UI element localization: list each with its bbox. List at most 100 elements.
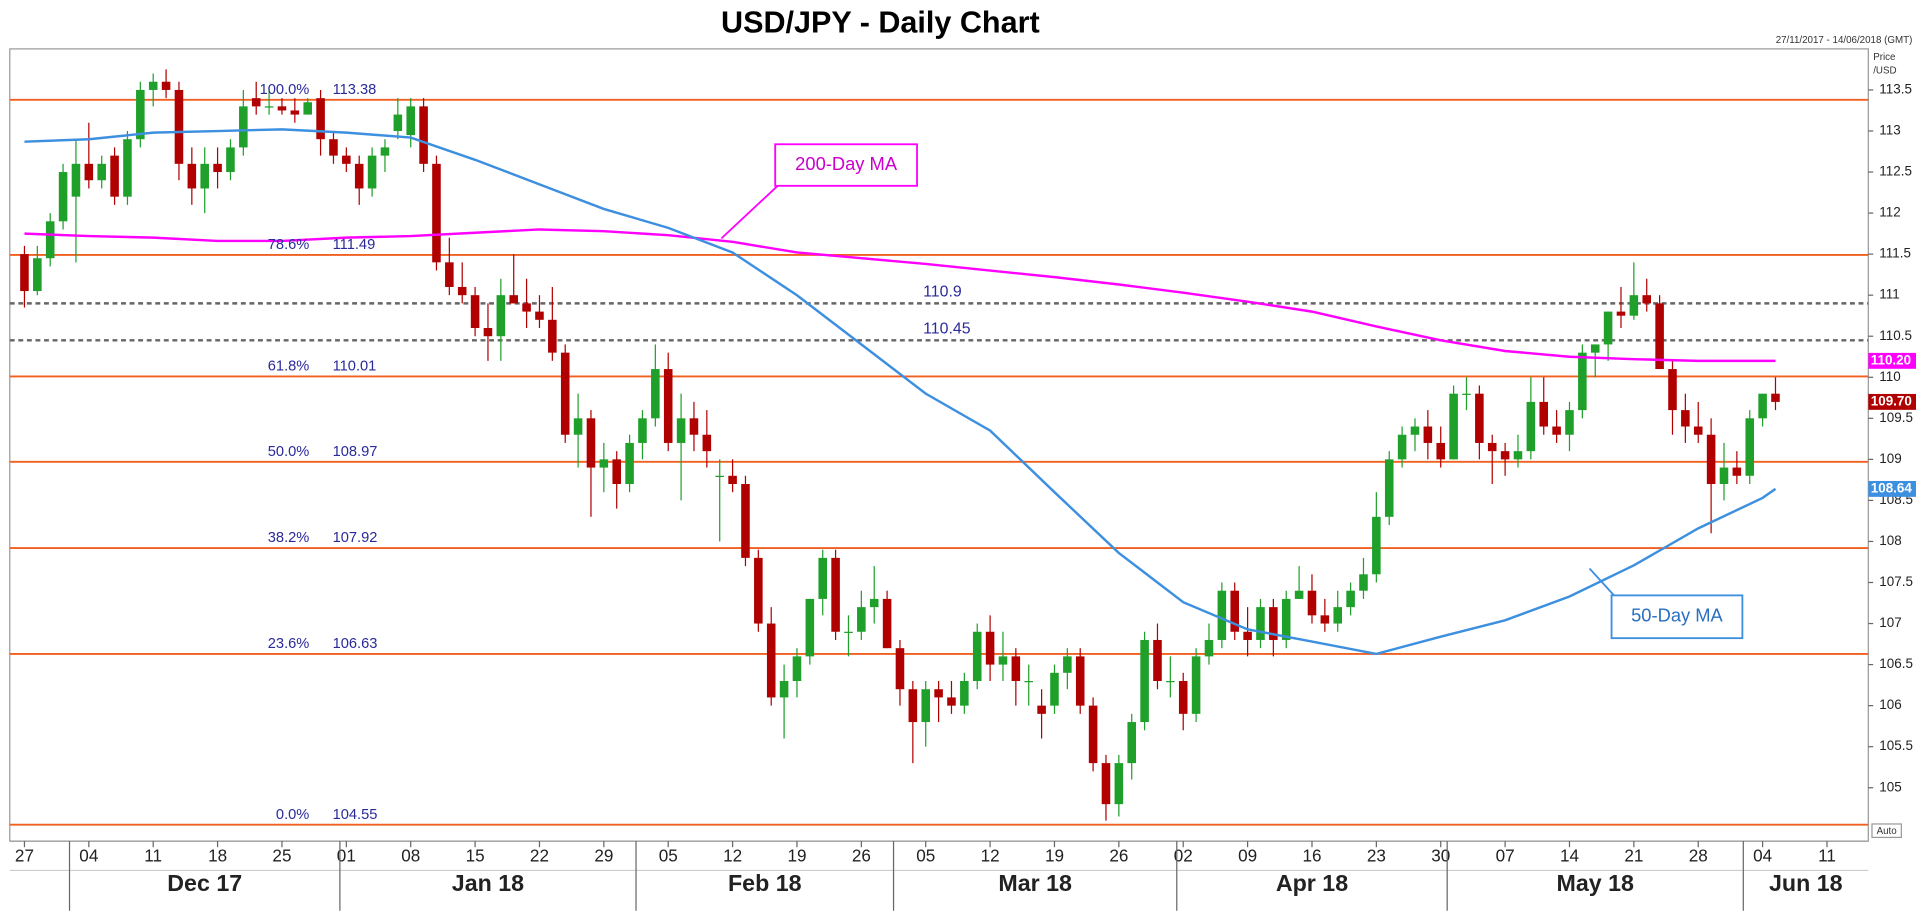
y-tick-label: 105 [1879,779,1901,794]
candle-body [1449,393,1458,460]
price-tag [1868,480,1916,497]
candle-body [831,557,840,632]
candle-body [33,258,42,292]
y-axis-label: /USD [1873,65,1896,76]
legend-label: 200-Day MA [795,153,898,174]
candle-body [792,656,802,682]
x-tick-label: 02 [1174,847,1193,866]
candle-body [1565,410,1574,435]
candle-body [1500,451,1510,460]
x-tick-label: 26 [1109,847,1128,866]
y-tick-label: 108 [1879,533,1901,548]
candle-body [586,418,596,468]
candle-body [1475,393,1484,443]
candle-body [1217,590,1227,640]
candle-body [1230,590,1240,632]
callout-line [720,185,779,240]
candle-body [45,221,55,259]
y-tick-label: 111.5 [1879,246,1911,261]
y-tick-label: 111 [1879,287,1899,302]
candle-body [844,631,853,633]
fib-percent: 0.0% [276,807,309,823]
candle-body [1269,607,1278,640]
candle-body [895,648,905,690]
candle-body [1140,639,1149,723]
candle-body [329,139,338,156]
candle-body [174,89,184,164]
candle-body [625,442,634,484]
candle-body [1539,401,1549,427]
candle-body [1642,295,1652,304]
candle-body [651,369,660,419]
candle-body [406,106,415,136]
candle-body [663,369,673,443]
scale-mode-box [1871,823,1902,839]
y-tick-label: 109.5 [1879,410,1913,425]
candle-body [1281,598,1291,640]
candle-body [1320,615,1330,624]
price-tag-label: 110.20 [1871,352,1911,367]
x-tick-label: 08 [401,847,420,866]
fib-value: 113.38 [333,82,377,98]
candle-body [1590,344,1600,353]
candle-body [1397,434,1407,460]
x-tick-label: 12 [981,847,1000,866]
candle-body [1114,763,1124,805]
candle-body [1578,352,1587,411]
x-tick-label: 11 [1818,847,1836,866]
y-tick-label: 112.5 [1879,164,1912,179]
callout-box [774,143,918,187]
candle-body [1384,459,1394,517]
x-tick-label: 14 [1560,847,1580,866]
plot-area [9,69,1869,826]
candle-body [754,557,763,624]
candle-body [689,418,699,435]
candle-body [676,418,686,443]
candle-body [715,475,724,478]
candle-body [187,163,197,189]
x-tick-label: 21 [1624,847,1643,866]
candle-body [1681,410,1690,427]
candle-body [496,295,506,337]
ma-line [24,228,1776,363]
fib-value: 104.55 [333,807,378,823]
fib-percent: 100.0% [260,82,310,98]
month-label: Feb 18 [728,870,802,896]
y-tick-label: 106 [1879,697,1901,712]
ma-line [24,128,1777,656]
fib-value: 106.63 [333,636,378,652]
candle-body [535,311,544,320]
candle-body [1629,295,1639,316]
x-tick-label: 09 [1238,847,1257,866]
candle-body [110,155,119,197]
y-tick-label: 107.5 [1879,574,1913,589]
y-tick-label: 113 [1879,123,1900,138]
x-tick-label: 16 [1302,847,1321,866]
fib-percent: 23.6% [268,636,310,652]
fib-percent: 50.0% [268,444,310,460]
candle-body [1745,418,1755,476]
candle-body [1372,516,1381,575]
candle-body [1462,393,1471,395]
candle-body [1693,426,1703,435]
candle-body [1204,639,1214,657]
candle-body [1410,426,1420,435]
month-label: Mar 18 [998,870,1072,896]
candle-body [1758,393,1767,419]
x-tick-label: 25 [272,847,291,866]
candle-body [1101,763,1111,805]
candle-body [857,607,866,632]
candle-body [1075,656,1085,706]
candle-body [1088,705,1098,764]
scale-mode: Auto [1877,826,1898,837]
candle-body [393,114,403,131]
candle-body [1552,426,1561,435]
candle-body [1153,639,1162,682]
x-tick-label: 23 [1367,847,1386,866]
candle-body [277,106,287,111]
candle-body [934,689,943,698]
callout-line [1588,567,1615,596]
candle-body [741,483,750,558]
chart-title: USD/JPY - Daily Chart [721,6,1040,40]
candle-body [779,681,789,698]
